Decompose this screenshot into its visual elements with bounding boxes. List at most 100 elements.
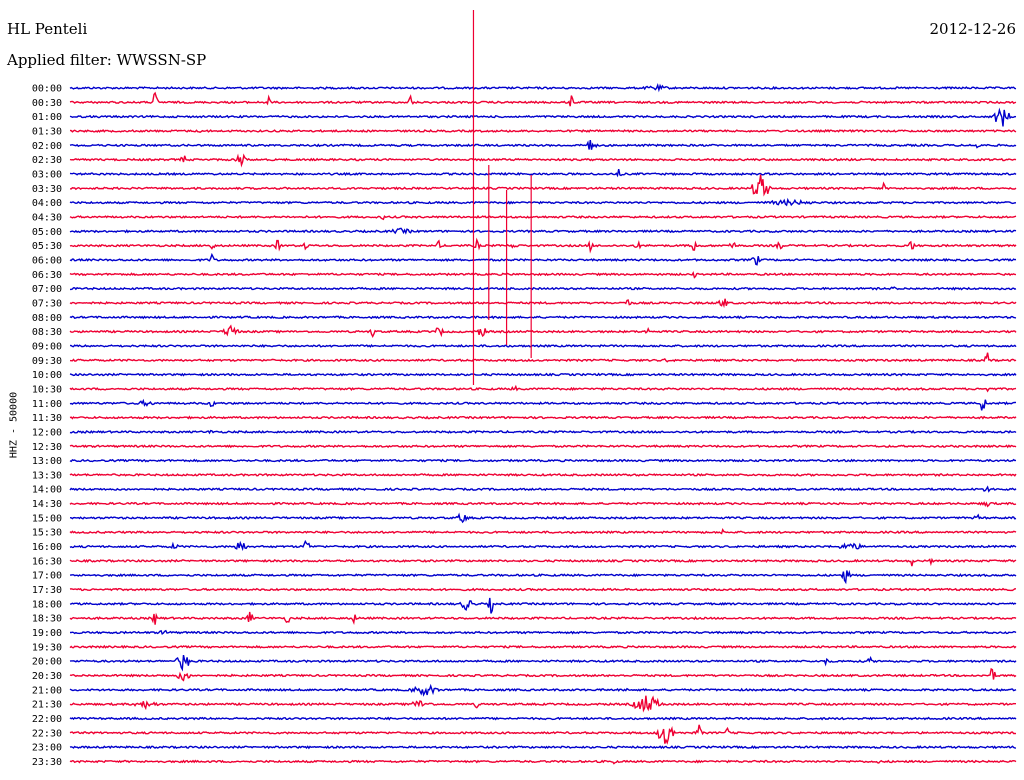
time-tick-label: 15:30 xyxy=(32,528,62,539)
trace-0030 xyxy=(69,91,1017,107)
time-tick-label: 22:00 xyxy=(32,714,62,725)
trace-1300 xyxy=(69,458,1017,463)
trace-0900 xyxy=(69,343,1017,348)
time-tick-label: 15:00 xyxy=(32,513,62,524)
trace-1500 xyxy=(69,512,1017,524)
trace-0400 xyxy=(69,197,1016,207)
trace-0830 xyxy=(69,324,1017,338)
time-tick-label: 06:30 xyxy=(32,270,62,281)
time-tick-label: 04:00 xyxy=(32,198,62,209)
trace-2000 xyxy=(69,654,1017,672)
trace-0130 xyxy=(69,128,1017,134)
trace-2330 xyxy=(69,759,1017,765)
trace-1400 xyxy=(69,485,1017,493)
trace-0500 xyxy=(69,227,1017,235)
time-tick-label: 00:00 xyxy=(32,84,62,95)
time-tick-label: 07:30 xyxy=(32,298,62,309)
filter-label: Applied filter: WWSSN-SP xyxy=(7,51,207,69)
trace-1230 xyxy=(69,444,1017,449)
trace-1730 xyxy=(69,587,1016,592)
time-tick-label: 23:00 xyxy=(32,743,62,754)
time-tick-label: 10:30 xyxy=(32,384,62,395)
time-tick-label: 13:30 xyxy=(32,470,62,481)
time-tick-label: 04:30 xyxy=(32,212,62,223)
trace-1330 xyxy=(69,473,1017,477)
time-tick-label: 02:00 xyxy=(32,141,62,152)
trace-1100 xyxy=(69,398,1017,411)
trace-1700 xyxy=(69,569,1017,585)
trace-0600 xyxy=(69,252,1017,266)
trace-1900 xyxy=(70,629,1017,636)
trace-1000 xyxy=(69,372,1017,377)
time-tick-label: 09:30 xyxy=(32,356,62,367)
station-name: HL Penteli xyxy=(7,20,88,38)
time-tick-label: 13:00 xyxy=(32,456,62,467)
time-tick-label: 16:00 xyxy=(32,542,62,553)
time-tick-label: 14:30 xyxy=(32,499,62,510)
time-tick-label: 03:30 xyxy=(32,184,62,195)
trace-0300 xyxy=(69,168,1017,178)
trace-0230 xyxy=(69,153,1017,168)
time-tick-label: 01:30 xyxy=(32,126,62,137)
trace-0430 xyxy=(69,214,1017,221)
trace-1800 xyxy=(69,597,1017,614)
time-tick-label: 17:30 xyxy=(32,585,62,596)
trace-1830 xyxy=(69,611,1017,626)
trace-1530 xyxy=(69,528,1017,535)
time-tick-label: 12:00 xyxy=(32,427,62,438)
time-tick-label: 12:30 xyxy=(32,442,62,453)
trace-1630 xyxy=(69,557,1017,567)
trace-2100 xyxy=(69,683,1017,697)
time-tick-label: 02:30 xyxy=(32,155,62,166)
trace-1430 xyxy=(69,501,1017,508)
time-tick-label: 11:30 xyxy=(32,413,62,424)
time-tick-label: 06:00 xyxy=(32,255,62,266)
time-tick-label: 19:00 xyxy=(32,628,62,639)
trace-2230 xyxy=(69,724,1017,745)
time-tick-label: 10:00 xyxy=(32,370,62,381)
trace-2200 xyxy=(69,716,1017,721)
date-label: 2012-12-26 xyxy=(929,20,1016,38)
time-tick-label: 03:00 xyxy=(32,169,62,180)
trace-0800 xyxy=(69,315,1017,320)
trace-1030 xyxy=(69,384,1017,393)
trace-2130 xyxy=(69,695,1016,713)
trace-0100 xyxy=(69,107,1017,127)
trace-0200 xyxy=(69,140,1017,150)
time-tick-label: 07:00 xyxy=(32,284,62,295)
trace-1130 xyxy=(69,415,1017,420)
time-tick-label: 18:00 xyxy=(32,599,62,610)
trace-0330 xyxy=(69,174,1017,197)
time-tick-label: 05:30 xyxy=(32,241,62,252)
time-tick-label: 17:00 xyxy=(32,571,62,582)
trace-0530 xyxy=(69,237,1017,254)
time-tick-label: 05:00 xyxy=(32,227,62,238)
time-tick-label: 01:00 xyxy=(32,112,62,123)
time-tick-label: 08:30 xyxy=(32,327,62,338)
time-tick-label: 20:00 xyxy=(32,657,62,668)
trace-1200 xyxy=(69,429,1017,435)
time-tick-label: 08:00 xyxy=(32,313,62,324)
time-tick-label: 14:00 xyxy=(32,485,62,496)
trace-0630 xyxy=(69,271,1017,279)
time-tick-label: 11:00 xyxy=(32,399,62,410)
time-tick-label: 23:30 xyxy=(32,757,62,768)
trace-0000 xyxy=(69,82,1017,93)
time-tick-label: 00:30 xyxy=(32,98,62,109)
time-tick-label: 16:30 xyxy=(32,556,62,567)
time-tick-label: 18:30 xyxy=(32,614,62,625)
trace-0730 xyxy=(69,298,1017,309)
trace-2300 xyxy=(69,745,1017,750)
trace-0700 xyxy=(70,286,1017,291)
trace-1600 xyxy=(69,539,1017,552)
trace-0930 xyxy=(69,352,1017,363)
trace-2030 xyxy=(69,667,1017,682)
trace-1930 xyxy=(69,644,1017,650)
time-tick-label: 22:30 xyxy=(32,728,62,739)
time-tick-label: 09:00 xyxy=(32,341,62,352)
time-tick-label: 20:30 xyxy=(32,671,62,682)
time-tick-label: 21:00 xyxy=(32,685,62,696)
time-tick-label: 21:30 xyxy=(32,700,62,711)
time-tick-label: 19:30 xyxy=(32,642,62,653)
